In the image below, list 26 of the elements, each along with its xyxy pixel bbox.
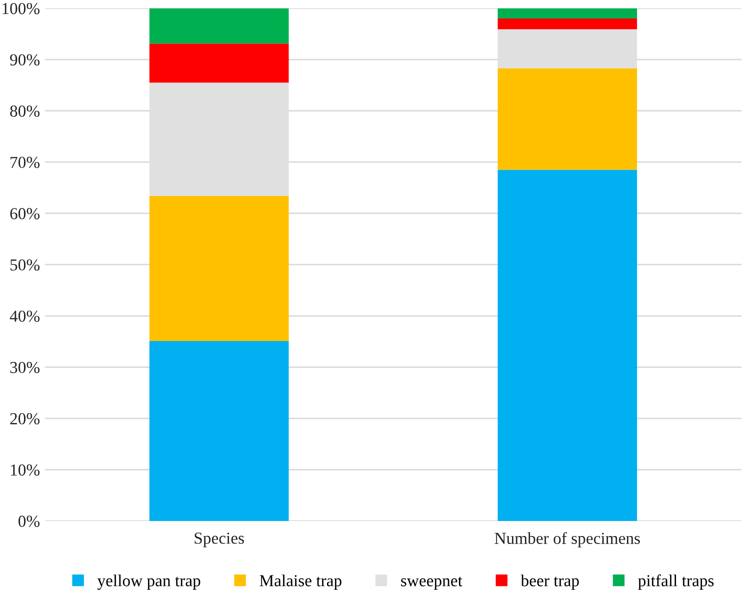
bar	[498, 18, 638, 30]
y-tick-label: 30%	[10, 362, 40, 374]
bar	[149, 8, 289, 44]
y-tick-label: 0%	[18, 516, 40, 527]
y-tick-label: 100%	[2, 2, 40, 14]
legend-label: beer trap	[520, 574, 579, 590]
bar	[498, 8, 638, 19]
y-tick-label: 50%	[10, 259, 40, 271]
bar	[149, 341, 289, 521]
y-tick-label: 10%	[10, 464, 40, 476]
legend-label: pitfall traps	[638, 574, 714, 590]
x-tick-label: Species	[194, 532, 244, 548]
bar	[149, 44, 289, 83]
bar	[498, 68, 638, 170]
y-tick-label: 70%	[10, 156, 40, 168]
bar	[149, 196, 289, 342]
y-tick-label: 90%	[10, 54, 40, 66]
bar	[498, 170, 638, 521]
y-tick-label: 20%	[10, 413, 40, 424]
y-tick-label: 80%	[10, 106, 40, 117]
x-tick-label: Number of specimens	[494, 532, 640, 548]
legend-label: sweepnet	[401, 576, 462, 590]
y-tick-label: 40%	[10, 310, 40, 322]
legend-label: Malaise trap	[260, 574, 342, 590]
y-tick-label: 60%	[10, 208, 40, 220]
legend-label: yellow pan trap	[97, 574, 200, 590]
